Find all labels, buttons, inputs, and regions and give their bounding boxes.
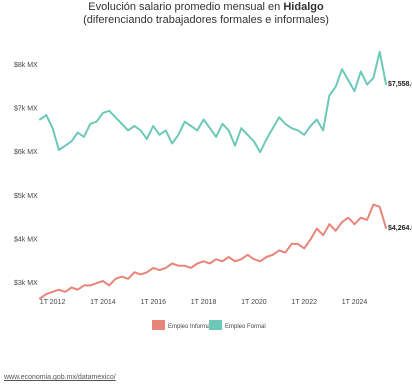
chart-subtitle: (diferenciando trabajadores formales e i… xyxy=(83,14,329,26)
chart-title-state: Hidalgo xyxy=(283,1,324,13)
x-axis-ticks: 1T 2012 1T 2014 1T 2016 1T 2018 1T 2020 1T 20… xyxy=(40,299,368,306)
y-axis-ticks: $3k MX $4k MX $5k MX $6k MX $7k MX $8k MX xyxy=(14,62,38,287)
x-tick-label: 1T 2020 xyxy=(241,299,267,306)
x-tick-label: 1T 2014 xyxy=(90,299,116,306)
y-tick-label: $4k MX xyxy=(14,237,38,244)
x-tick-label: 1T 2022 xyxy=(291,299,317,306)
series-line-informal xyxy=(39,203,387,300)
legend: Empleo Informal Empleo Formal xyxy=(152,320,266,330)
x-tick-label: 1T 2018 xyxy=(191,299,217,306)
legend-label-informal: Empleo Informal xyxy=(168,324,212,330)
end-labels: $7,558.0 $4,264.0 xyxy=(388,81,412,232)
legend-swatch-informal xyxy=(152,320,165,330)
end-label-informal: $4,264.0 xyxy=(388,225,412,232)
x-tick-label: 1T 2016 xyxy=(140,299,166,306)
chart-title: Evolución salario promedio mensual en Hi… xyxy=(88,1,324,13)
chart-title-prefix: Evolución salario promedio mensual en xyxy=(88,1,280,13)
series-lines xyxy=(39,50,387,300)
y-tick-label: $7k MX xyxy=(14,106,38,113)
legend-swatch-formal xyxy=(209,320,222,330)
legend-label-formal: Empleo Formal xyxy=(225,324,266,330)
source-link[interactable]: www.economia.gob.mx/datamexico/ xyxy=(4,374,116,381)
series-line-formal xyxy=(39,50,387,154)
y-tick-label: $3k MX xyxy=(14,280,38,287)
x-tick-label: 1T 2012 xyxy=(40,299,66,306)
y-tick-label: $5k MX xyxy=(14,193,38,200)
y-tick-label: $8k MX xyxy=(14,62,38,69)
y-tick-label: $6k MX xyxy=(14,149,38,156)
end-label-formal: $7,558.0 xyxy=(388,81,412,88)
x-tick-label: 1T 2024 xyxy=(342,299,368,306)
